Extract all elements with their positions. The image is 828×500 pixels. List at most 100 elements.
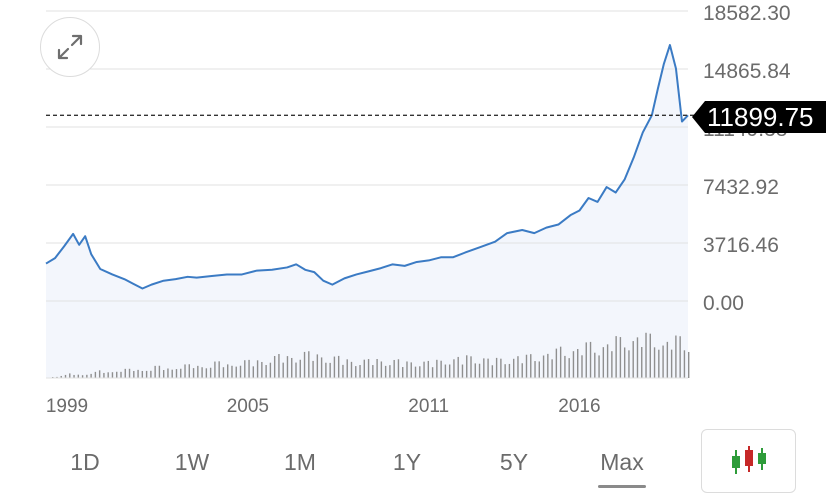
volume-bar — [675, 335, 677, 378]
volume-bar — [141, 370, 144, 378]
volume-bar — [218, 361, 220, 378]
volume-bar — [534, 361, 536, 378]
volume-bar — [589, 341, 592, 378]
chart-type-button[interactable] — [701, 429, 796, 493]
volume-bar — [235, 366, 237, 378]
volume-bar — [145, 370, 148, 378]
volume-bar — [679, 336, 681, 378]
volume-bar — [495, 357, 498, 378]
range-max-button[interactable]: Max — [582, 440, 662, 488]
volume-bar — [653, 347, 656, 378]
volume-bar — [623, 347, 626, 378]
volume-bar — [158, 365, 161, 378]
volume-bar — [175, 369, 178, 378]
volume-bar — [683, 350, 686, 378]
volume-bar — [615, 336, 617, 378]
volume-bar — [419, 366, 421, 378]
volume-bar — [478, 363, 481, 378]
volume-bar — [641, 347, 643, 378]
volume-bar — [171, 369, 173, 378]
volume-bar — [645, 332, 647, 378]
volume-bar — [393, 359, 395, 378]
volume-bar — [312, 360, 314, 378]
time-range-selector: 1D 1W 1M 1Y 5Y Max — [30, 440, 680, 490]
volume-bar — [337, 355, 340, 378]
volume-bar — [205, 368, 208, 378]
volume-bar — [86, 374, 88, 378]
volume-bar — [94, 371, 97, 378]
volume-bar — [252, 366, 255, 378]
volume-bar — [227, 364, 229, 378]
y-tick-label: 7432.92 — [703, 176, 779, 199]
volume-bar — [120, 371, 122, 378]
volume-bar — [500, 358, 502, 378]
volume-bar — [376, 358, 378, 378]
price-tag-arrow — [692, 101, 705, 133]
volume-bar — [585, 342, 587, 378]
volume-bar — [325, 362, 327, 378]
y-tick-label: 0.00 — [703, 292, 744, 315]
volume-bar — [308, 351, 310, 378]
volume-bar — [162, 370, 165, 378]
volume-bar — [231, 365, 233, 378]
volume-bar — [69, 373, 71, 378]
volume-bar — [530, 354, 532, 378]
volume-bar — [244, 360, 246, 378]
volume-bar — [577, 349, 579, 378]
volume-bar — [98, 370, 101, 378]
expand-button[interactable] — [40, 17, 100, 77]
price-chart[interactable]: 0.003716.467432.9211149.3814865.8418582.… — [0, 0, 828, 420]
volume-bar — [116, 371, 118, 378]
volume-bar — [265, 365, 267, 378]
volume-bar — [649, 333, 651, 378]
range-5y-button[interactable]: 5Y — [499, 449, 529, 475]
volume-bar — [431, 367, 434, 378]
volume-bar — [606, 344, 609, 378]
volume-bar — [367, 359, 370, 378]
volume-bar — [517, 356, 519, 378]
volume-bar — [564, 355, 566, 378]
volume-bar — [448, 364, 451, 378]
volume-bar — [594, 352, 596, 378]
volume-bar — [286, 356, 289, 378]
volume-bar — [222, 367, 225, 378]
volume-bar — [73, 374, 75, 378]
volume-bar — [209, 367, 212, 378]
volume-bar — [248, 359, 250, 378]
volume-bar — [619, 337, 622, 378]
volume-bar — [342, 364, 344, 378]
volume-bar — [197, 365, 199, 378]
volume-bar — [525, 354, 528, 378]
volume-bar — [128, 368, 131, 378]
volume-bar — [107, 372, 109, 378]
volume-bar — [359, 365, 361, 378]
volume-bar — [466, 355, 468, 378]
y-tick-label: 14865.84 — [703, 60, 791, 83]
range-1m-button[interactable]: 1M — [284, 449, 316, 475]
volume-bar — [662, 345, 664, 378]
volume-bar — [201, 367, 203, 378]
range-1d-button[interactable]: 1D — [70, 449, 100, 475]
volume-bar — [269, 362, 272, 378]
volume-bar — [508, 363, 511, 378]
current-price-value: 11899.75 — [705, 101, 826, 133]
volume-bar — [581, 355, 583, 378]
volume-bar — [410, 362, 412, 378]
y-tick-label: 3716.46 — [703, 234, 779, 257]
volume-bar — [350, 361, 353, 378]
volume-bar — [154, 365, 156, 378]
volume-bar — [658, 349, 660, 378]
volume-bar — [346, 359, 348, 378]
volume-bar — [666, 341, 669, 378]
volume-bar — [90, 373, 92, 378]
range-1y-button[interactable]: 1Y — [392, 449, 422, 475]
price-line — [45, 44, 689, 290]
volume-bar — [124, 368, 126, 378]
range-1w-button[interactable]: 1W — [174, 449, 210, 475]
expand-icon — [57, 34, 83, 60]
volume-bar — [423, 361, 425, 378]
volume-bar — [188, 364, 190, 378]
volume-bar — [316, 354, 319, 378]
volume-bar — [483, 358, 485, 378]
candlestick-chart-icon — [731, 446, 766, 474]
